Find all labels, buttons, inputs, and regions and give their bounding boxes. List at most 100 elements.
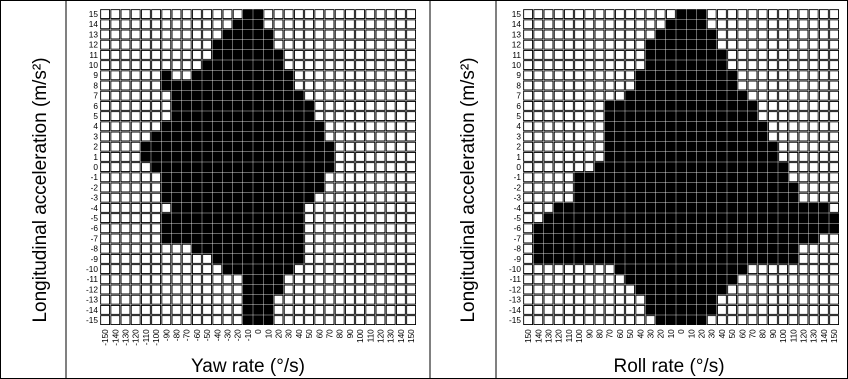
cell-filled: [696, 111, 707, 122]
cell-filled: [757, 202, 768, 213]
cell-empty: [747, 70, 758, 81]
cell-empty: [120, 294, 131, 305]
cell-filled: [191, 213, 202, 223]
cell-empty: [151, 233, 161, 244]
cell-empty: [543, 111, 554, 122]
cell-filled: [757, 213, 768, 223]
cell-filled: [706, 233, 717, 244]
y-tick-label: 8: [516, 80, 521, 90]
cell-filled: [242, 100, 253, 111]
cell-filled: [686, 151, 697, 162]
cell-empty: [798, 100, 809, 111]
cell-filled: [294, 111, 304, 122]
cell-empty: [396, 223, 406, 234]
cell-filled: [314, 151, 325, 162]
cell-filled: [635, 182, 646, 193]
cell-empty: [798, 141, 809, 152]
cell-filled: [222, 243, 233, 254]
cell-filled: [604, 243, 615, 254]
cell-empty: [161, 90, 172, 101]
cell-filled: [242, 253, 253, 264]
cell-filled: [717, 284, 727, 295]
cell-filled: [706, 264, 717, 274]
cell-empty: [584, 29, 595, 40]
x-tick-label: 90: [584, 329, 594, 339]
cell-filled: [717, 60, 727, 71]
cell-empty: [283, 274, 294, 285]
cell-empty: [375, 253, 386, 264]
cell-filled: [615, 111, 625, 122]
cell-filled: [615, 141, 625, 152]
cell-empty: [543, 60, 554, 71]
cell-filled: [706, 100, 717, 111]
cell-filled: [635, 202, 646, 213]
cell-empty: [406, 294, 416, 305]
cell-filled: [151, 151, 161, 162]
cell-empty: [543, 141, 554, 152]
cell-filled: [615, 233, 625, 244]
x-tick-label: 130: [809, 329, 819, 343]
cell-filled: [706, 151, 717, 162]
cell-empty: [604, 39, 615, 50]
cell-filled: [808, 223, 819, 234]
cell-empty: [365, 100, 376, 111]
cell-filled: [273, 70, 284, 81]
cell-empty: [110, 213, 121, 223]
cell-filled: [666, 243, 676, 254]
cell-filled: [655, 294, 666, 305]
cell-filled: [757, 243, 768, 254]
cell-filled: [212, 233, 223, 244]
cell-filled: [171, 223, 182, 234]
cell-filled: [212, 223, 223, 234]
cell-empty: [594, 80, 605, 91]
cell-empty: [778, 100, 789, 111]
cell-empty: [345, 80, 355, 91]
cell-empty: [355, 151, 365, 162]
cell-empty: [808, 121, 819, 132]
cell-filled: [263, 264, 274, 274]
cell-filled: [253, 202, 263, 213]
cell-empty: [294, 50, 304, 60]
x-tick-label: 80: [595, 329, 605, 339]
cell-filled: [294, 90, 304, 101]
cell-filled: [696, 294, 707, 305]
cell-filled: [294, 202, 304, 213]
cell-filled: [202, 121, 212, 132]
cell-empty: [819, 243, 829, 254]
cell-empty: [294, 284, 304, 295]
cell-empty: [808, 9, 819, 19]
cell-empty: [396, 151, 406, 162]
cell-filled: [686, 19, 697, 30]
cell-empty: [533, 162, 544, 172]
cell-filled: [191, 80, 202, 91]
cell-empty: [406, 192, 416, 203]
cell-filled: [304, 172, 314, 183]
cell-filled: [232, 141, 243, 152]
cell-empty: [100, 70, 111, 81]
cell-empty: [375, 162, 386, 172]
cell-empty: [574, 141, 585, 152]
cell-filled: [706, 213, 717, 223]
cell-empty: [604, 70, 615, 81]
cell-filled: [696, 60, 707, 71]
cell-empty: [110, 100, 121, 111]
cell-empty: [130, 223, 141, 234]
cell-empty: [140, 284, 151, 295]
cell-filled: [242, 19, 253, 30]
cell-filled: [191, 223, 202, 234]
cell-empty: [232, 9, 243, 19]
cell-filled: [604, 121, 615, 132]
y-tick-label: -2: [514, 182, 522, 192]
cell-empty: [385, 121, 396, 132]
cell-empty: [768, 19, 778, 30]
cell-empty: [523, 294, 534, 305]
cell-empty: [314, 50, 325, 60]
cell-filled: [294, 233, 304, 244]
cell-empty: [778, 121, 789, 132]
cell-empty: [533, 182, 544, 193]
cell-empty: [406, 131, 416, 142]
cell-filled: [304, 121, 314, 132]
y-tick-label: -15: [86, 315, 98, 325]
cell-empty: [574, 131, 585, 142]
cell-filled: [676, 121, 687, 132]
